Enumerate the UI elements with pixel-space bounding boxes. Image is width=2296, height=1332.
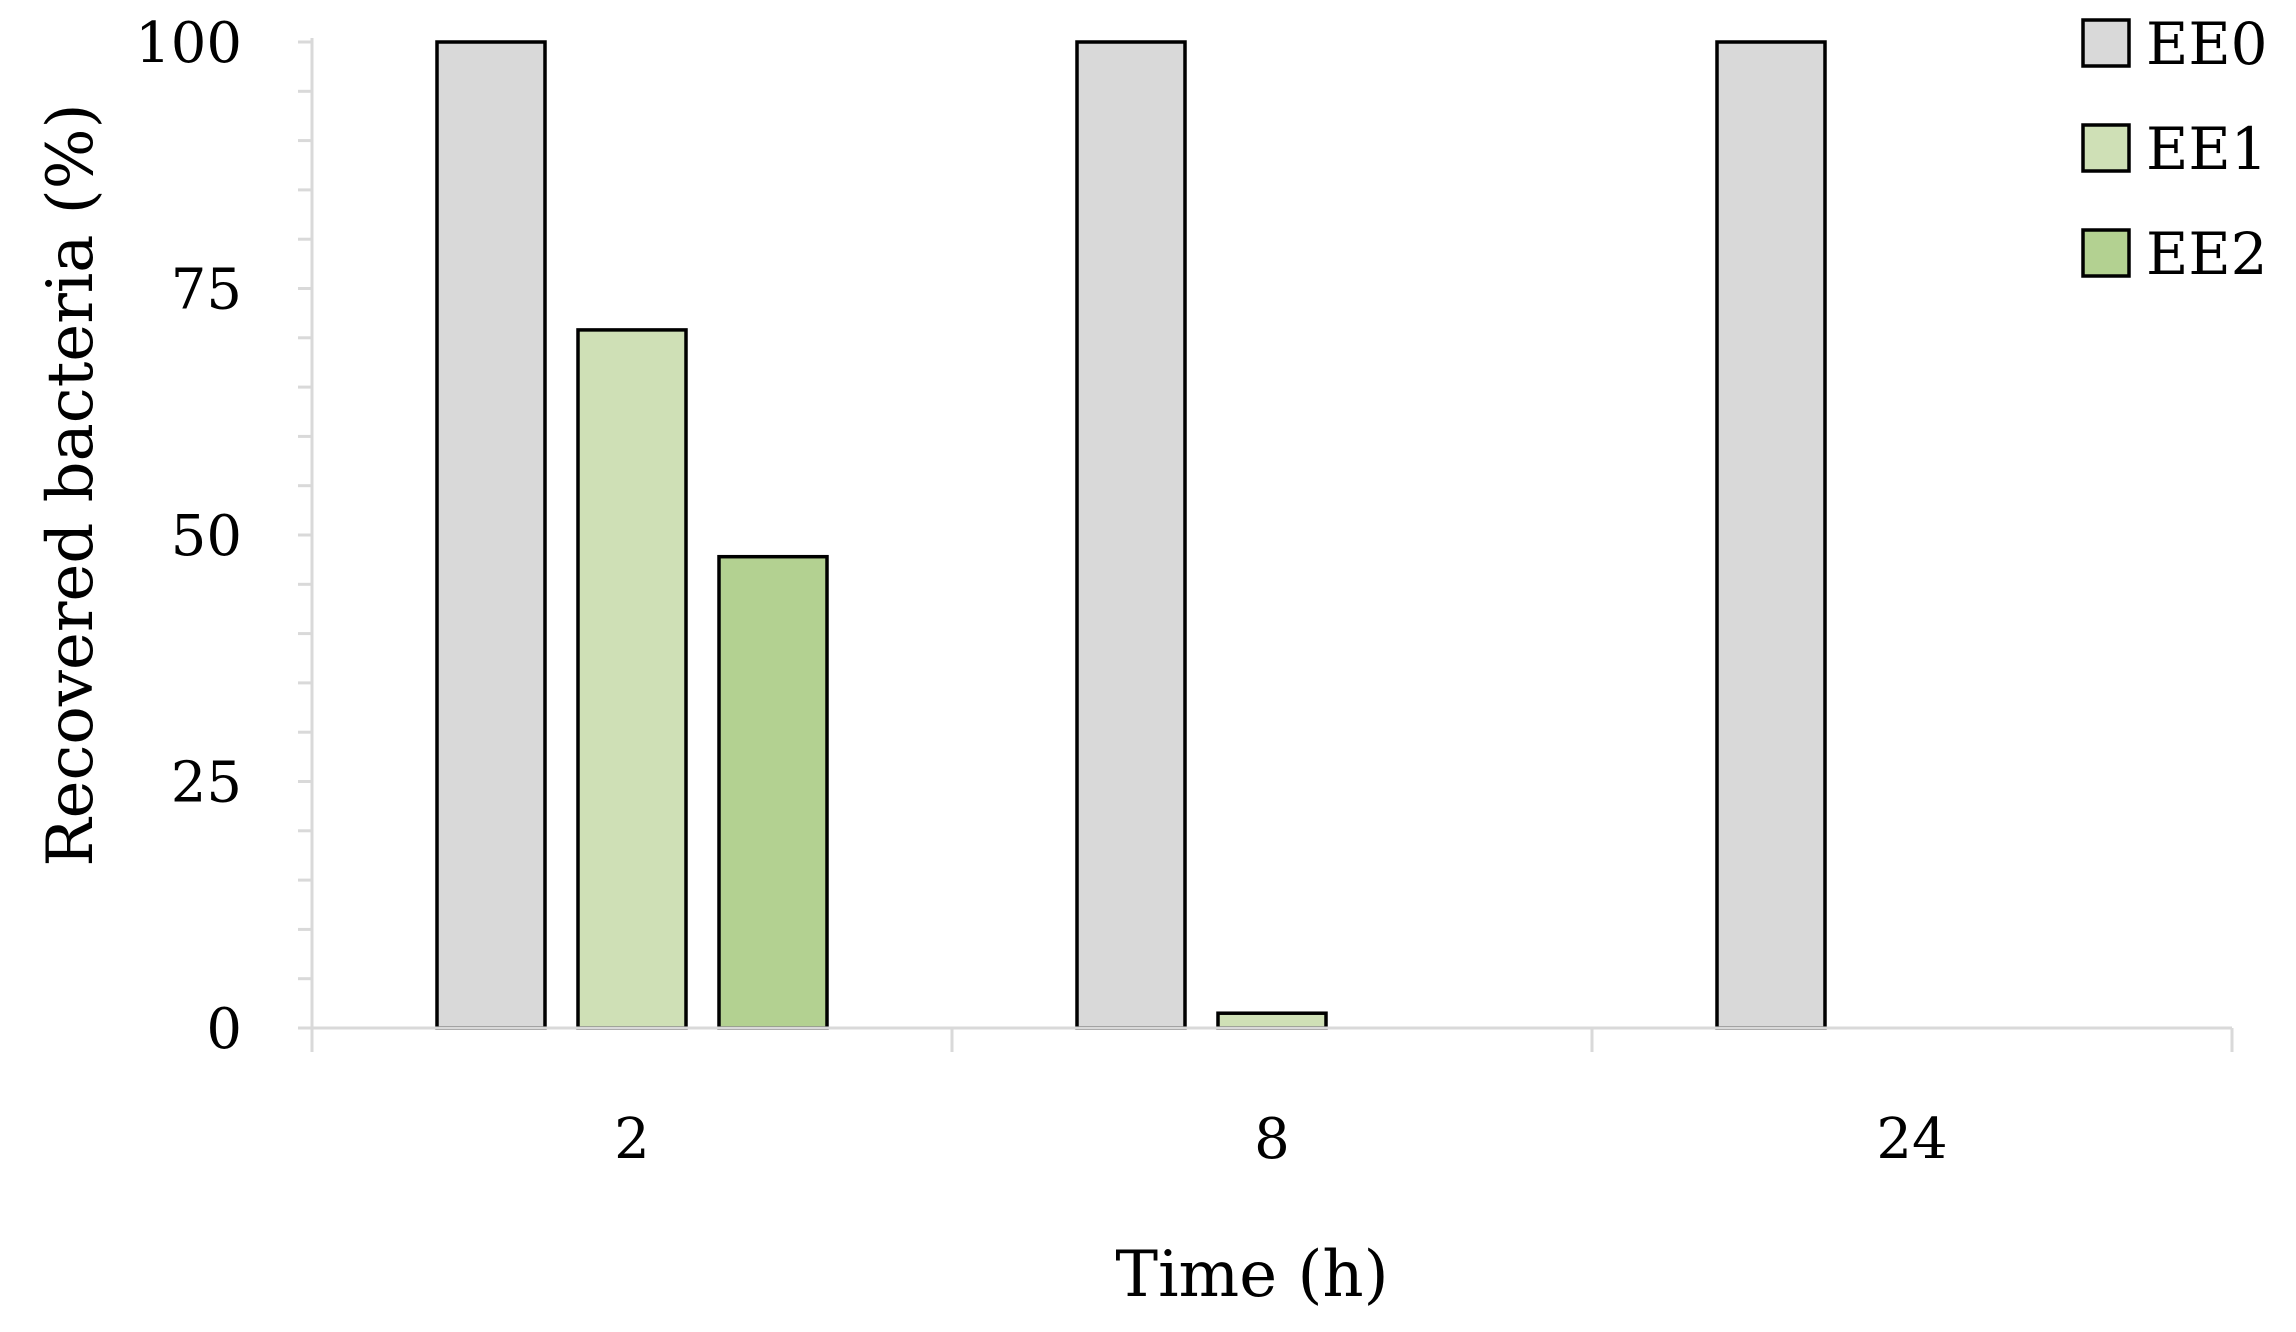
- bar-ee0-2: [435, 40, 547, 1030]
- x-tick-labels: 2 8 24: [614, 1107, 1947, 1172]
- y-minor-ticks: [298, 40, 312, 1030]
- y-tick-label: 100: [135, 11, 242, 76]
- bar-ee2-2: [717, 554, 829, 1030]
- y-tick-label: 25: [171, 751, 242, 816]
- y-tick-labels: 0 25 50 75 100: [135, 11, 242, 1062]
- x-tick-label: 8: [1254, 1107, 1290, 1172]
- legend: EE0 EE1 EE2: [2081, 10, 2268, 288]
- bar-ee0-24: [1715, 40, 1827, 1030]
- y-axis-title: Recovered bacteria (%): [34, 103, 108, 866]
- y-tick-label: 50: [171, 504, 242, 569]
- bar-ee1-8: [1216, 1011, 1328, 1030]
- legend-label-ee1: EE1: [2146, 115, 2268, 183]
- x-ticks: [310, 1028, 2234, 1052]
- bar-ee1-2: [576, 328, 688, 1030]
- legend-label-ee2: EE2: [2146, 220, 2268, 288]
- axes: [310, 38, 2232, 1030]
- legend-swatch-ee0: [2081, 18, 2131, 68]
- bar-ee0-8: [1075, 40, 1187, 1030]
- y-tick-label: 0: [206, 997, 242, 1062]
- y-tick-label: 75: [171, 258, 242, 323]
- legend-swatch-ee1: [2081, 123, 2131, 173]
- x-tick-label: 2: [614, 1107, 650, 1172]
- x-tick-label: 24: [1876, 1107, 1947, 1172]
- x-axis-title: Time (h): [1115, 1238, 1388, 1312]
- bars: [435, 40, 1827, 1030]
- legend-label-ee0: EE0: [2146, 10, 2268, 78]
- legend-swatch-ee2: [2081, 228, 2131, 278]
